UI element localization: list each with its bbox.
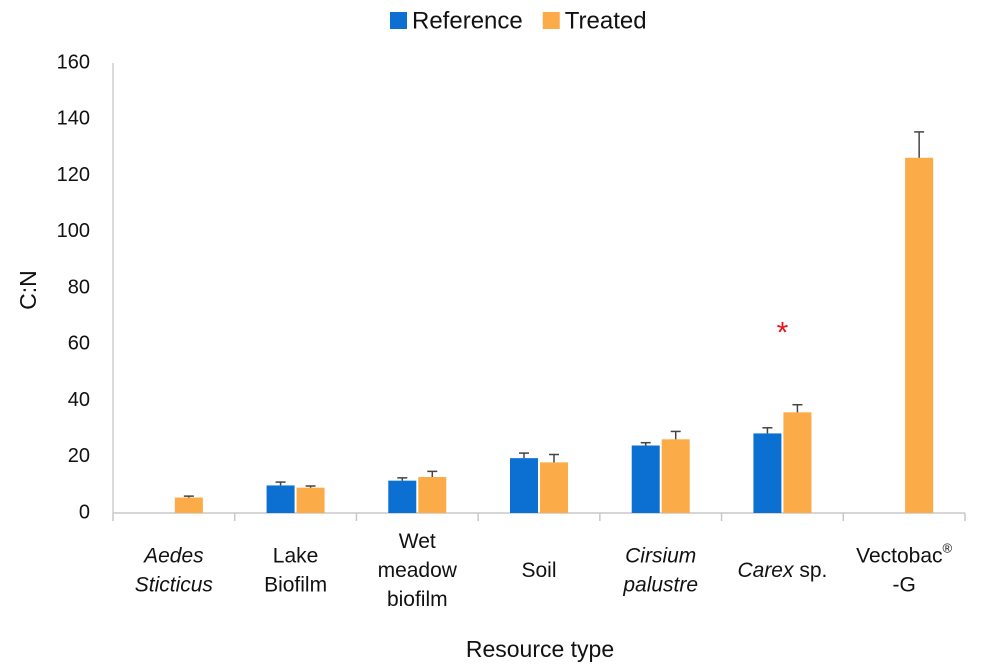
x-tick-label: Soil <box>521 559 556 582</box>
error-bar <box>397 477 408 481</box>
y-tick-label: 40 <box>68 389 90 411</box>
error-bar <box>275 481 286 486</box>
y-tick-label: 80 <box>68 276 90 298</box>
bar <box>540 462 568 513</box>
legend-swatch <box>542 12 560 29</box>
x-tick-label: Vectobac® -G <box>856 540 952 596</box>
x-tick-label: Cirsium palustre <box>622 544 698 596</box>
y-tick-label: 140 <box>57 108 90 130</box>
y-axis-title: C:N <box>15 270 41 310</box>
error-bar <box>670 430 681 440</box>
y-tick-label: 60 <box>68 333 90 355</box>
error-bar <box>640 441 651 446</box>
bar <box>418 477 447 513</box>
y-tick-label: 100 <box>57 220 90 242</box>
legend-swatch <box>390 12 407 29</box>
error-bar <box>305 485 316 488</box>
error-bar <box>549 453 559 463</box>
bar <box>296 487 325 513</box>
bar <box>388 480 417 513</box>
error-bar <box>519 452 529 459</box>
y-tick-label: 20 <box>68 445 90 467</box>
x-axis-title: Resource type <box>466 636 614 662</box>
x-tick-label: Wet meadow biofilm <box>378 530 458 611</box>
bar <box>266 485 295 513</box>
bar <box>661 439 690 513</box>
y-tick-label: 120 <box>57 164 90 186</box>
bar <box>905 157 934 513</box>
x-tick-label: Carex sp. <box>737 559 827 582</box>
x-tick-label: Lake Biofilm <box>264 544 327 596</box>
y-tick-label: 0 <box>79 501 90 523</box>
x-tick-label: Aedes Sticticus <box>135 544 214 596</box>
legend-label: Reference <box>412 7 523 34</box>
error-bar <box>427 470 438 477</box>
bar <box>631 445 660 513</box>
bar <box>510 458 538 513</box>
bar <box>783 412 812 513</box>
legend-label: Treated <box>565 7 647 34</box>
error-bar <box>762 427 773 434</box>
annotation: * <box>777 317 789 350</box>
error-bar <box>183 495 194 498</box>
bar <box>753 433 782 513</box>
error-bar <box>914 131 925 158</box>
error-bar <box>792 403 803 413</box>
bar <box>174 497 203 513</box>
y-tick-label: 160 <box>57 51 90 73</box>
